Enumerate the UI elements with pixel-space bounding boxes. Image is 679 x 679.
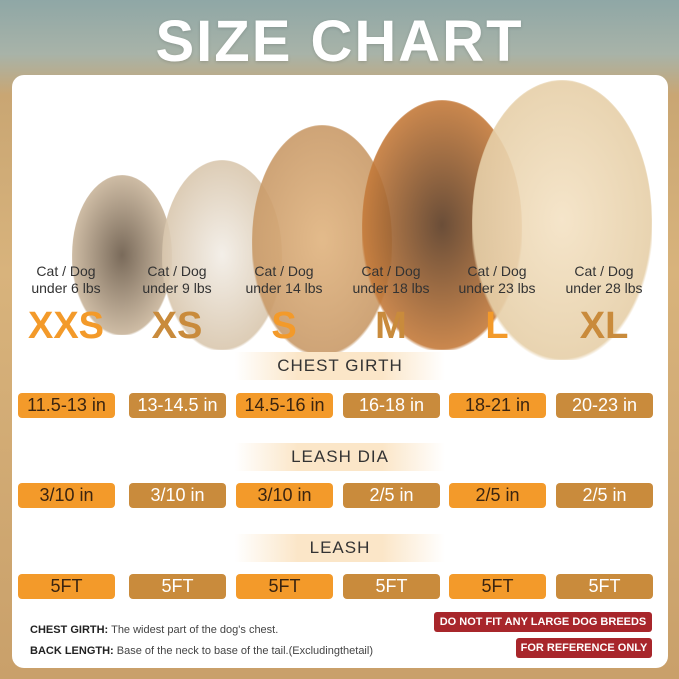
leash-value: 5FT <box>236 574 333 599</box>
leash-header: LEASH <box>235 534 445 562</box>
chest-girth-header: CHEST GIRTH <box>235 352 445 380</box>
weight-line: under 23 lbs <box>458 280 536 296</box>
chest-value: 14.5-16 in <box>236 393 333 418</box>
note-text: Base of the neck to base of the tail.(Ex… <box>116 645 373 657</box>
dog-xxs-image <box>72 175 172 335</box>
page-title: SIZE CHART <box>155 9 524 74</box>
weight-label: Cat / Dog under 28 lbs <box>549 263 659 297</box>
leash-value: 5FT <box>129 574 226 599</box>
leash-dia-value: 3/10 in <box>18 483 115 508</box>
chest-value: 20-23 in <box>556 393 653 418</box>
leash-value: 5FT <box>18 574 115 599</box>
leash-dia-value: 2/5 in <box>449 483 546 508</box>
size-label: M <box>375 305 407 347</box>
size-label: L <box>485 305 509 347</box>
leash-dia-value: 2/5 in <box>556 483 653 508</box>
size-label: XL <box>579 305 629 347</box>
leash-value: 5FT <box>343 574 440 599</box>
large-breeds-badge: DO NOT FIT ANY LARGE DOG BREEDS <box>434 612 652 632</box>
leash-value: 5FT <box>449 574 546 599</box>
weight-line: Cat / Dog <box>574 263 634 279</box>
chest-girth-note: CHEST GIRTH: The widest part of the dog'… <box>30 624 278 636</box>
chest-value: 16-18 in <box>343 393 440 418</box>
weight-label: Cat / Dog under 9 lbs <box>122 263 232 297</box>
weight-line: under 18 lbs <box>352 280 430 296</box>
chest-value: 18-21 in <box>449 393 546 418</box>
back-length-note: BACK LENGTH: Base of the neck to base of… <box>30 645 373 657</box>
size-label: XS <box>151 305 203 347</box>
note-label: CHEST GIRTH: <box>30 624 109 636</box>
weight-label: Cat / Dog under 18 lbs <box>336 263 446 297</box>
size-label: XXS <box>27 305 105 347</box>
weight-line: Cat / Dog <box>254 263 314 279</box>
leash-dia-value: 3/10 in <box>236 483 333 508</box>
weight-line: Cat / Dog <box>467 263 527 279</box>
reference-badge: FOR REFERENCE ONLY <box>516 638 652 658</box>
chest-value: 11.5-13 in <box>18 393 115 418</box>
weight-label: Cat / Dog under 23 lbs <box>442 263 552 297</box>
weight-line: under 6 lbs <box>31 280 101 296</box>
size-label: S <box>271 305 297 347</box>
chest-value: 13-14.5 in <box>129 393 226 418</box>
weight-label: Cat / Dog under 14 lbs <box>229 263 339 297</box>
leash-dia-header: LEASH DIA <box>235 443 445 471</box>
weight-line: under 28 lbs <box>565 280 643 296</box>
weight-line: under 9 lbs <box>142 280 212 296</box>
note-text: The widest part of the dog's chest. <box>111 624 279 636</box>
weight-line: under 14 lbs <box>245 280 323 296</box>
note-label: BACK LENGTH: <box>30 645 114 657</box>
weight-line: Cat / Dog <box>147 263 207 279</box>
weight-line: Cat / Dog <box>36 263 96 279</box>
leash-value: 5FT <box>556 574 653 599</box>
leash-dia-value: 2/5 in <box>343 483 440 508</box>
leash-dia-value: 3/10 in <box>129 483 226 508</box>
weight-label: Cat / Dog under 6 lbs <box>12 263 121 297</box>
size-chart-card: Cat / Dog under 6 lbs XXS 11.5-13 in 3/10… <box>12 75 668 668</box>
dog-l-xl-image <box>472 80 652 360</box>
weight-line: Cat / Dog <box>361 263 421 279</box>
